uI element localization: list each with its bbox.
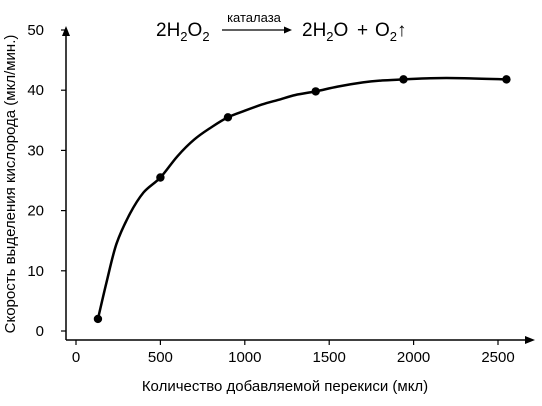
x-tick-label: 0 bbox=[72, 349, 80, 366]
x-tick-label: 500 bbox=[148, 349, 173, 366]
x-axis-label: Количество добавляемой перекиси (мкл) bbox=[142, 378, 428, 395]
plus-sign: + bbox=[357, 20, 368, 41]
data-point bbox=[156, 173, 165, 182]
y-tick-label: 0 bbox=[36, 323, 44, 340]
y-tick-label: 40 bbox=[27, 82, 44, 99]
x-tick-label: 1000 bbox=[228, 349, 261, 366]
reaction-arrow-head bbox=[284, 26, 292, 34]
data-point bbox=[93, 314, 103, 324]
reactant-formula: 2H2O2 bbox=[156, 20, 210, 44]
y-axis-label: Скорость выделения кислорода (мкл/мин.) bbox=[2, 35, 19, 334]
x-axis-arrow bbox=[525, 336, 535, 344]
y-tick-label: 20 bbox=[27, 203, 44, 220]
x-tick-label: 2000 bbox=[397, 349, 430, 366]
data-point bbox=[311, 87, 320, 96]
data-point bbox=[399, 75, 408, 84]
data-point bbox=[223, 113, 233, 122]
series-line bbox=[96, 76, 507, 320]
catalyst-label: каталаза bbox=[227, 10, 282, 25]
x-tick-label: 1500 bbox=[313, 349, 346, 366]
x-tick-label: 2500 bbox=[481, 349, 514, 366]
reaction-equation: 2H2O2 каталаза 2H2O + O2↑ bbox=[156, 10, 407, 44]
product-water-formula: 2H2O bbox=[302, 20, 348, 44]
data-point bbox=[502, 75, 511, 84]
y-axis-arrow bbox=[62, 26, 70, 36]
y-tick-label: 30 bbox=[27, 142, 44, 159]
y-tick-label: 50 bbox=[27, 22, 44, 39]
ticks bbox=[61, 29, 499, 345]
y-tick-label: 10 bbox=[27, 263, 44, 280]
data-points bbox=[93, 75, 511, 324]
product-oxygen-formula: O2↑ bbox=[375, 20, 407, 44]
axes bbox=[62, 26, 535, 344]
